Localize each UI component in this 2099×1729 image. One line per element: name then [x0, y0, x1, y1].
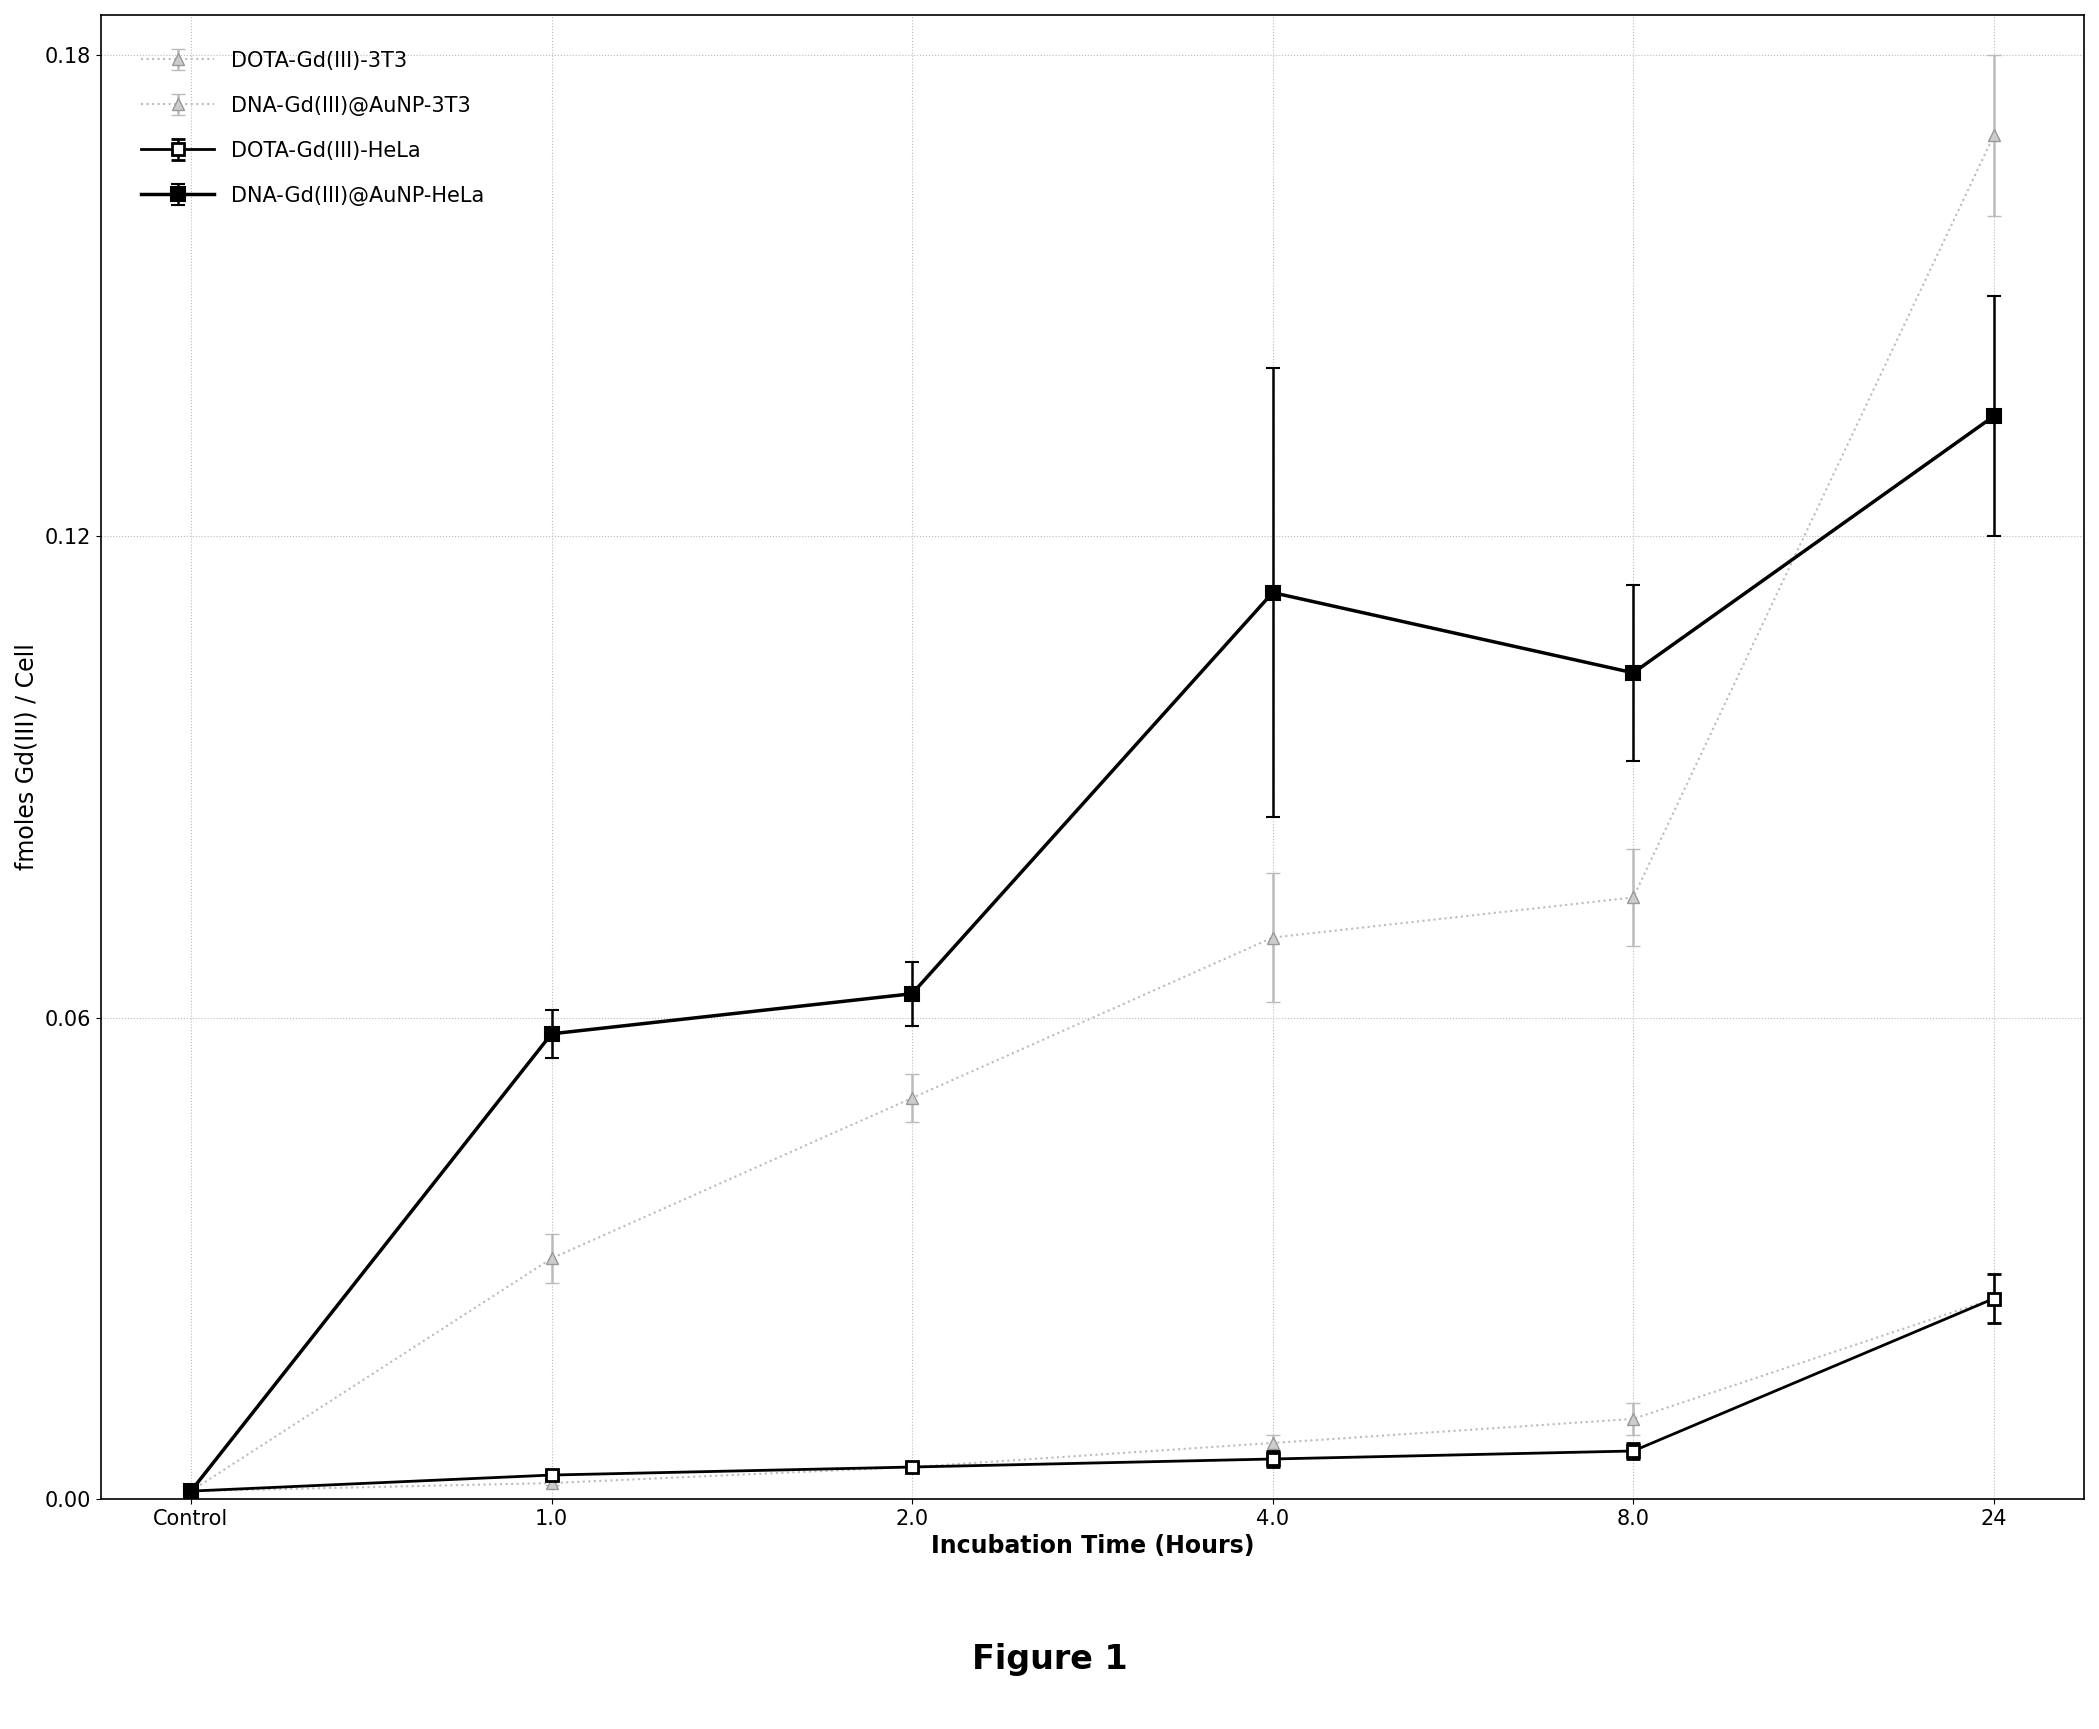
X-axis label: Incubation Time (Hours): Incubation Time (Hours) — [930, 1534, 1253, 1558]
Y-axis label: fmoles Gd(III) / Cell: fmoles Gd(III) / Cell — [15, 643, 40, 870]
Legend: DOTA-Gd(III)-3T3, DNA-Gd(III)@AuNP-3T3, DOTA-Gd(III)-HeLa, DNA-Gd(III)@AuNP-HeLa: DOTA-Gd(III)-3T3, DNA-Gd(III)@AuNP-3T3, … — [130, 40, 495, 216]
Text: Figure 1: Figure 1 — [972, 1643, 1127, 1677]
